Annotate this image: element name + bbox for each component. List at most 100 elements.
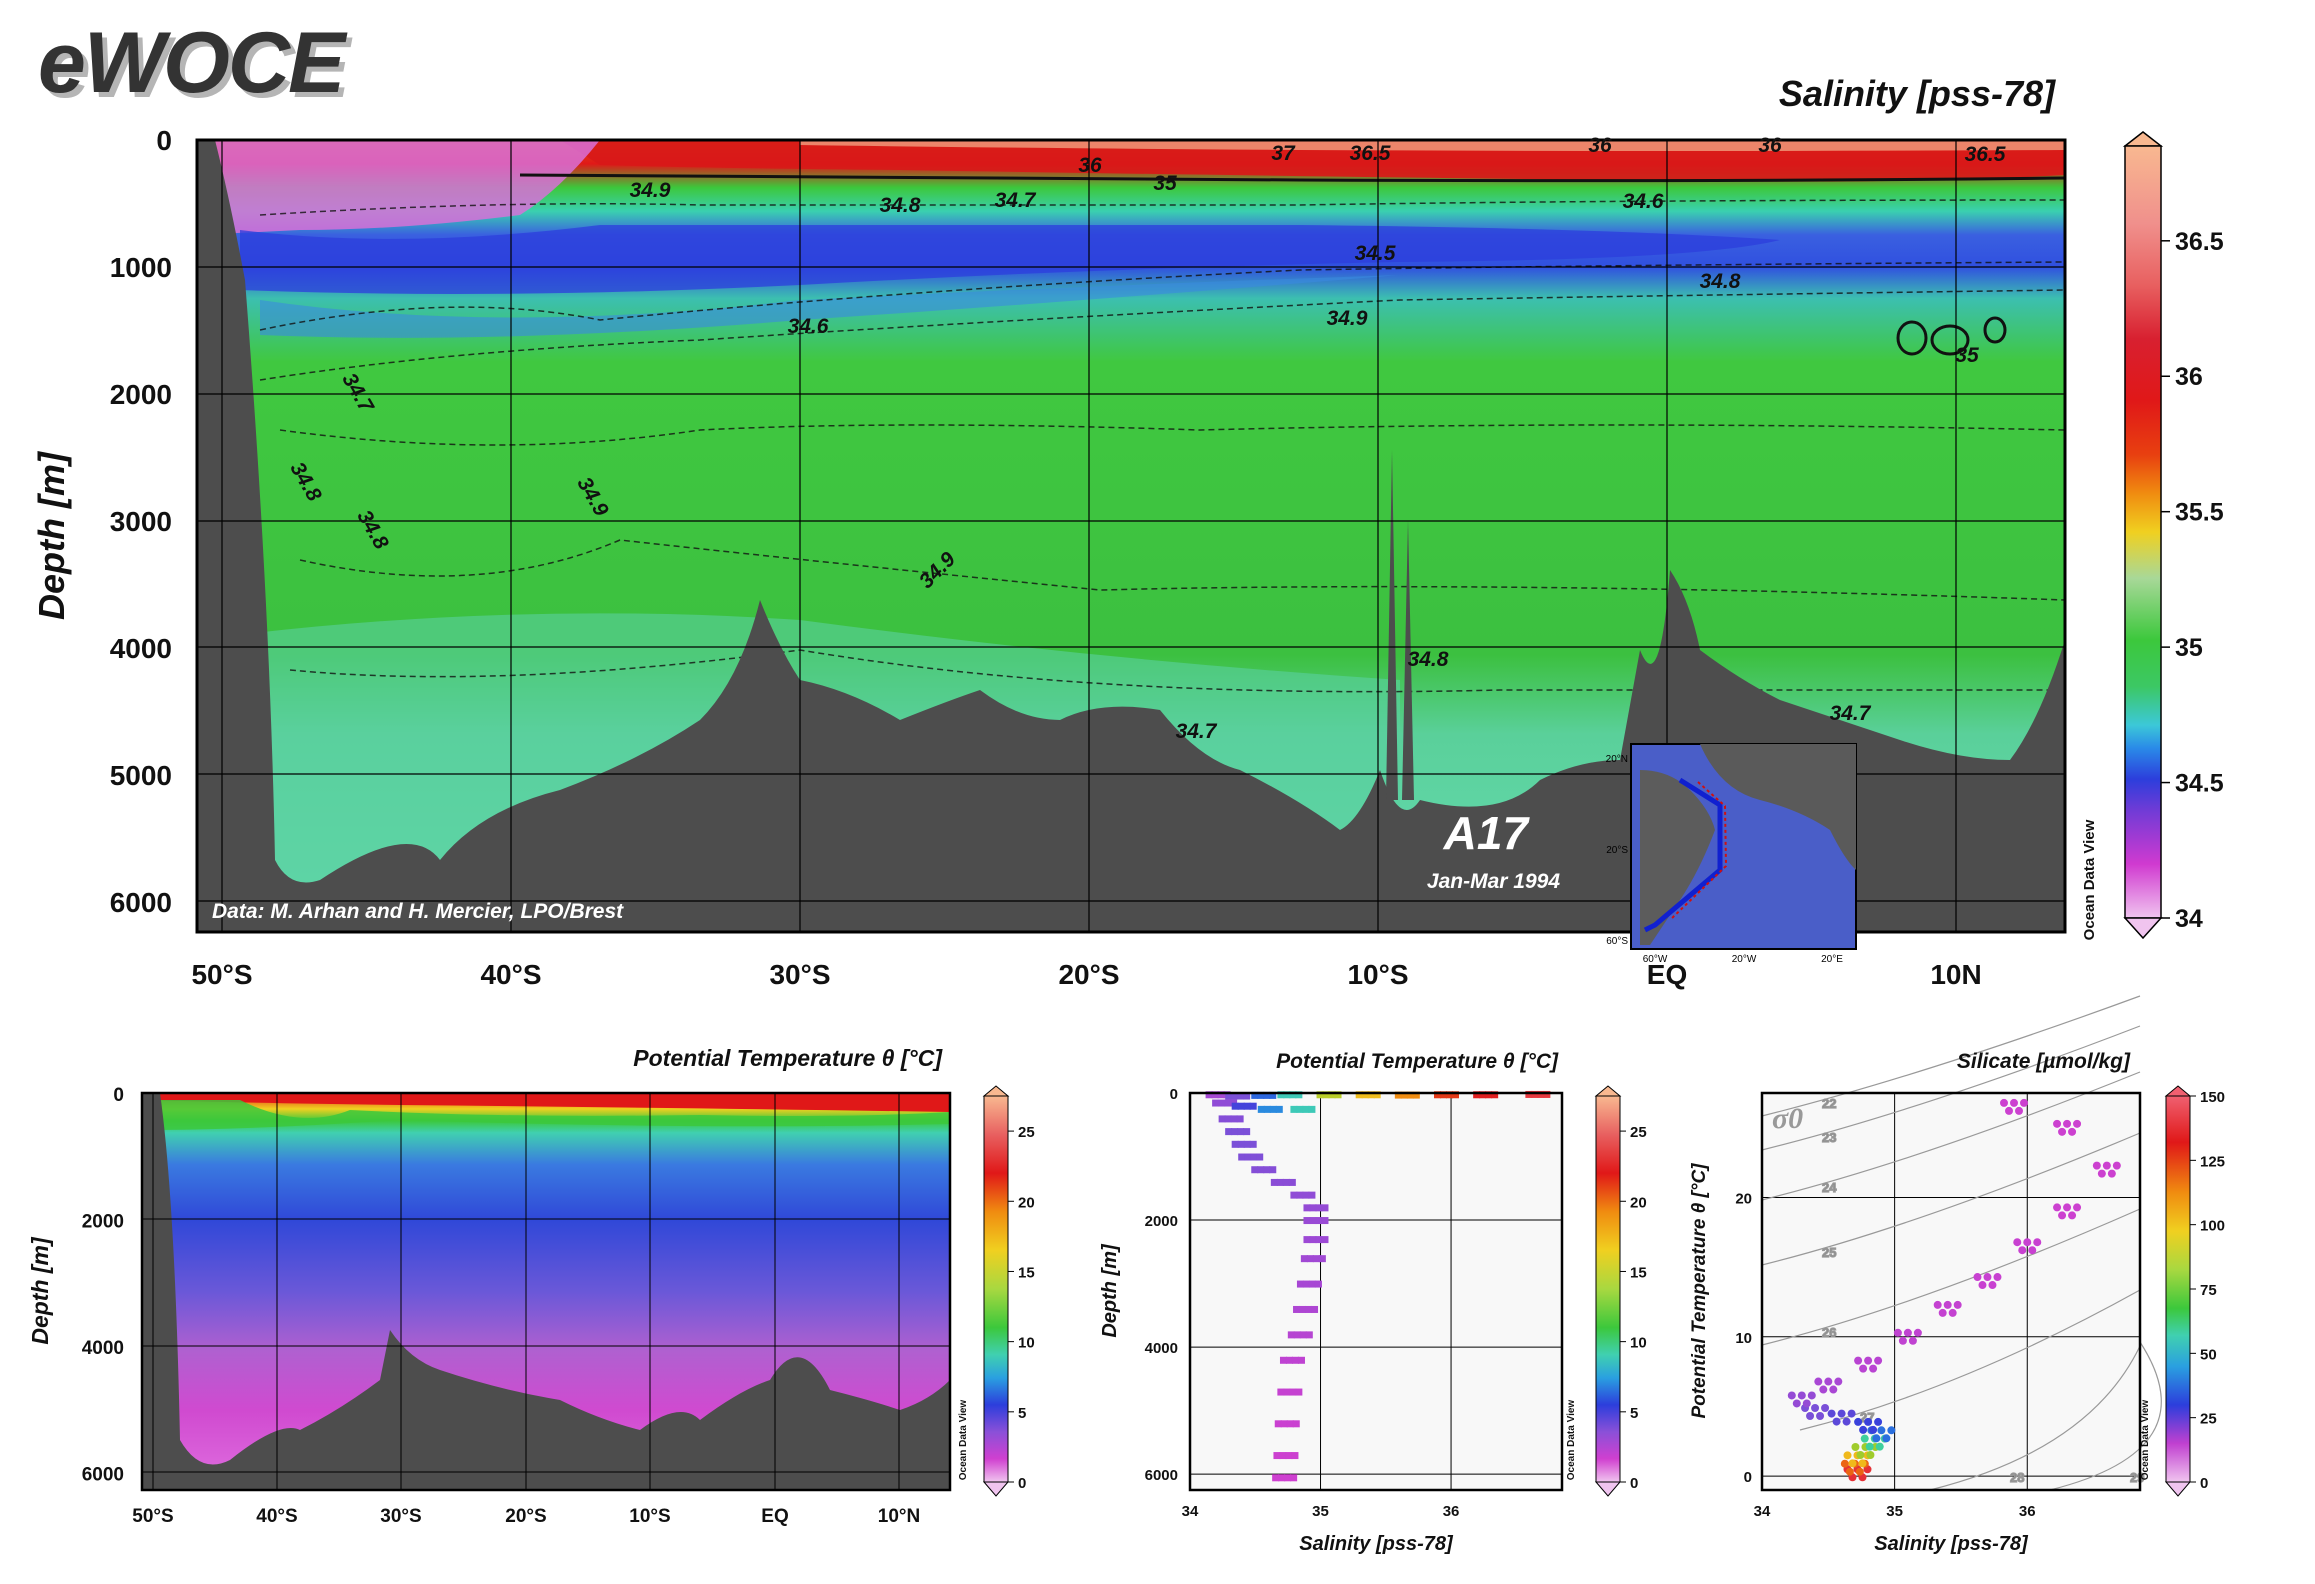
section-name: A17 bbox=[1443, 807, 1531, 859]
scatter-point bbox=[1224, 1115, 1232, 1123]
scatter-point bbox=[1236, 1115, 1244, 1123]
scatter-point bbox=[1993, 1273, 2002, 1282]
scatter-point bbox=[1452, 1091, 1459, 1099]
scatter-point bbox=[1256, 1153, 1264, 1161]
scatter-point bbox=[1933, 1300, 1942, 1309]
scatter-point bbox=[1243, 1102, 1251, 1110]
x-tick-label: 36 bbox=[1443, 1503, 1460, 1520]
scatter-point bbox=[1318, 1255, 1326, 1263]
isopycnal-label: 24 bbox=[1822, 1180, 1837, 1195]
scatter-point bbox=[1287, 1331, 1295, 1339]
colorbar-tick-label: 100 bbox=[2200, 1218, 2225, 1235]
isopycnal-line bbox=[1761, 1071, 2141, 1201]
scatter-point bbox=[1308, 1191, 1316, 1199]
scatter-point bbox=[1842, 1417, 1851, 1426]
scatter-point bbox=[1874, 1356, 1883, 1365]
scatter-point bbox=[1205, 1091, 1213, 1099]
temperature-section-plot: Potential Temperature θ [°C] Depth [m] 0… bbox=[27, 1045, 952, 1527]
scatter-point bbox=[1305, 1305, 1313, 1313]
isopycnal-line bbox=[1761, 995, 2141, 1117]
scatter-point bbox=[2028, 1246, 2037, 1255]
scatter-point bbox=[1864, 1417, 1873, 1426]
scatter-point bbox=[1289, 1388, 1297, 1396]
scatter-point bbox=[1367, 1091, 1375, 1099]
y-tick-label: 0 bbox=[1170, 1086, 1178, 1103]
scatter2-watermark: Ocean Data View bbox=[2140, 1400, 2151, 1481]
contour-labels: 34.9 34.8 34.7 35 36 37 36.5 36 36 36.5 34.6 34.5 34… bbox=[285, 134, 2005, 743]
scatter-point bbox=[1292, 1420, 1300, 1428]
scatter-point bbox=[1373, 1091, 1381, 1099]
scatter-point bbox=[1840, 1459, 1849, 1468]
scatter-point bbox=[1303, 1204, 1311, 1212]
scatter-point bbox=[1295, 1388, 1303, 1396]
x-tick-label: 10°S bbox=[1347, 959, 1408, 990]
y-tick-label: 0 bbox=[113, 1085, 124, 1106]
scatter-point bbox=[1243, 1128, 1251, 1136]
scatter-point bbox=[1302, 1105, 1310, 1113]
sigma-label: σ0 bbox=[1772, 1102, 1803, 1135]
scatter-point bbox=[1978, 1281, 1987, 1290]
scatter-point bbox=[1237, 1092, 1245, 1100]
scatter-point bbox=[1314, 1280, 1322, 1288]
scatter-point bbox=[2000, 1098, 2008, 1107]
colorbar-tick-label: 75 bbox=[2200, 1282, 2217, 1299]
scatter-point bbox=[1869, 1425, 1878, 1434]
scatter-point bbox=[1306, 1255, 1314, 1263]
scatter-point bbox=[1293, 1305, 1301, 1313]
scatter-point bbox=[2018, 1246, 2027, 1255]
salinity-depth-scatter: Potential Temperature θ [°C] Salinity [p… bbox=[1099, 1050, 1564, 1555]
contour-label: 36 bbox=[1758, 134, 1782, 157]
scatter-point bbox=[2058, 1127, 2067, 1136]
scatter-point bbox=[1211, 1091, 1219, 1099]
scatter-point bbox=[1285, 1356, 1293, 1364]
contour-label: 34.5 bbox=[1355, 242, 1396, 265]
isopycnal-line bbox=[1799, 1289, 2141, 1431]
scatter-point bbox=[2015, 1106, 2023, 1115]
scatter-point bbox=[1309, 1204, 1317, 1212]
scatter-point bbox=[1832, 1417, 1841, 1426]
scatter-point bbox=[1269, 1166, 1277, 1174]
scatter-point bbox=[1321, 1217, 1329, 1225]
scatter-point bbox=[1898, 1336, 1907, 1345]
scatter-point bbox=[1525, 1090, 1533, 1098]
scatter-point bbox=[1309, 1236, 1317, 1244]
colorbar-tick-label: 25 bbox=[1018, 1124, 1035, 1141]
scatter-point bbox=[1309, 1217, 1317, 1225]
inset-lon-label: 20°W bbox=[1732, 954, 1757, 965]
scatter-point bbox=[1237, 1140, 1245, 1148]
contour-label: 36 bbox=[1078, 154, 1102, 177]
x-tick-label: 20°S bbox=[505, 1506, 546, 1527]
scatter-point bbox=[2112, 1161, 2121, 1170]
scatter-point bbox=[1866, 1450, 1875, 1459]
colorbar-tick-label: 125 bbox=[2200, 1153, 2225, 1170]
scatter-point bbox=[1406, 1091, 1414, 1099]
salinity-section-plot: Salinity [pss-78] Depth [m] 0 1000 2000 300… bbox=[31, 73, 2067, 990]
scatter-point bbox=[2107, 1169, 2116, 1178]
scatter-point bbox=[1446, 1091, 1453, 1099]
scatter1-colorbar: 0 5 10 15 20 25 Ocean Data View bbox=[1566, 1085, 1647, 1497]
scatter-point bbox=[1938, 1308, 1947, 1317]
scatter-point bbox=[1290, 1474, 1298, 1482]
scatter-point bbox=[2092, 1161, 2101, 1170]
contour-label: 37 bbox=[1271, 142, 1296, 165]
scatter-point bbox=[1225, 1092, 1233, 1100]
scatter-point bbox=[1827, 1409, 1836, 1418]
scatter-point bbox=[1797, 1391, 1806, 1400]
inset-lat-label: 60°S bbox=[1606, 936, 1628, 947]
temperature-y-label: Depth [m] bbox=[27, 1236, 53, 1345]
scatter-point bbox=[1903, 1328, 1912, 1337]
scatter-point bbox=[1859, 1425, 1868, 1434]
scatter-point bbox=[1237, 1128, 1245, 1136]
colorbar-tick-label: 25 bbox=[1630, 1124, 1647, 1141]
scatter-point bbox=[1290, 1191, 1298, 1199]
scatter-point bbox=[1300, 1255, 1308, 1263]
x-tick-label: 50°S bbox=[191, 959, 252, 990]
y-tick-label: 20 bbox=[1735, 1190, 1752, 1207]
inset-lat-label: 20°S bbox=[1606, 845, 1628, 856]
x-tick-label: 50°S bbox=[132, 1506, 173, 1527]
scatter-point bbox=[1237, 1102, 1245, 1110]
colorbar-tick-label: 5 bbox=[1018, 1405, 1026, 1422]
scatter-point bbox=[1864, 1356, 1873, 1365]
x-tick-label: 10N bbox=[1930, 959, 1981, 990]
scatter-point bbox=[1302, 1280, 1310, 1288]
